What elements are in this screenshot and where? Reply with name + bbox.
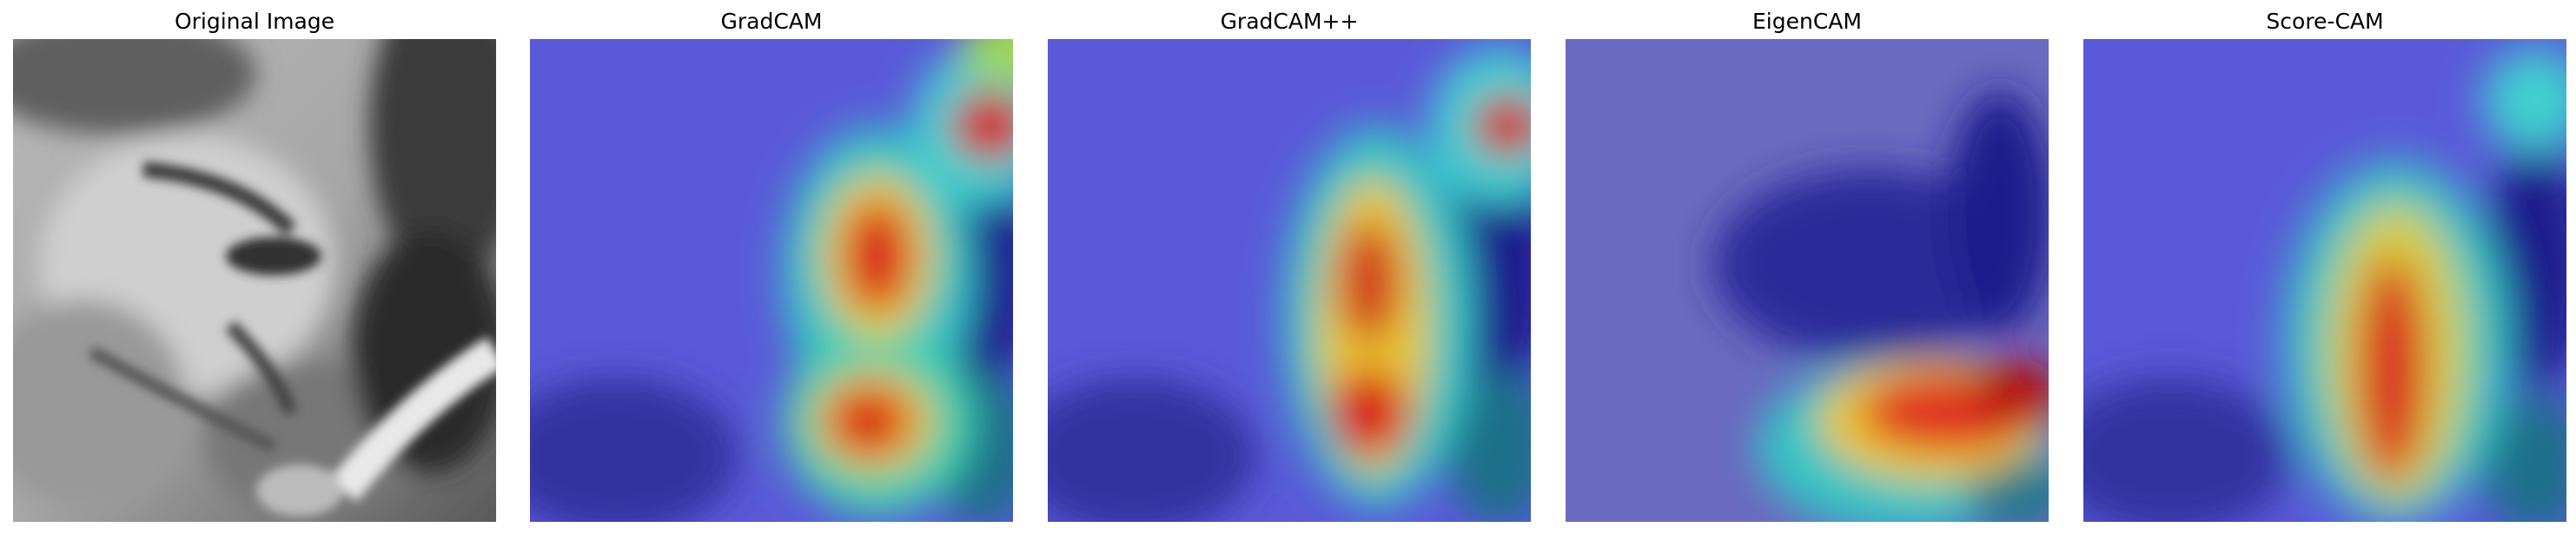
gradcam-plus-plus-heatmap-image: [1048, 39, 1531, 522]
panel-gradcam-plus-plus: GradCAM++: [1048, 0, 1531, 534]
panel-title: Score-CAM: [2266, 9, 2384, 34]
eigencam-heatmap-image: [1566, 39, 2049, 522]
panel-title: GradCAM++: [1220, 9, 1359, 34]
panel-title: Original Image: [174, 9, 335, 34]
panel-original: Original Image: [13, 0, 496, 534]
panel-score-cam: Score-CAM: [2083, 0, 2566, 534]
score-cam-heatmap-image: [2083, 39, 2566, 522]
panel-title: GradCAM: [720, 9, 823, 34]
panel-title: EigenCAM: [1752, 9, 1862, 34]
gradcam-heatmap-image: [530, 39, 1013, 522]
original-face-image: [13, 39, 496, 522]
panel-eigencam: EigenCAM: [1566, 0, 2049, 534]
panel-gradcam: GradCAM: [530, 0, 1013, 534]
